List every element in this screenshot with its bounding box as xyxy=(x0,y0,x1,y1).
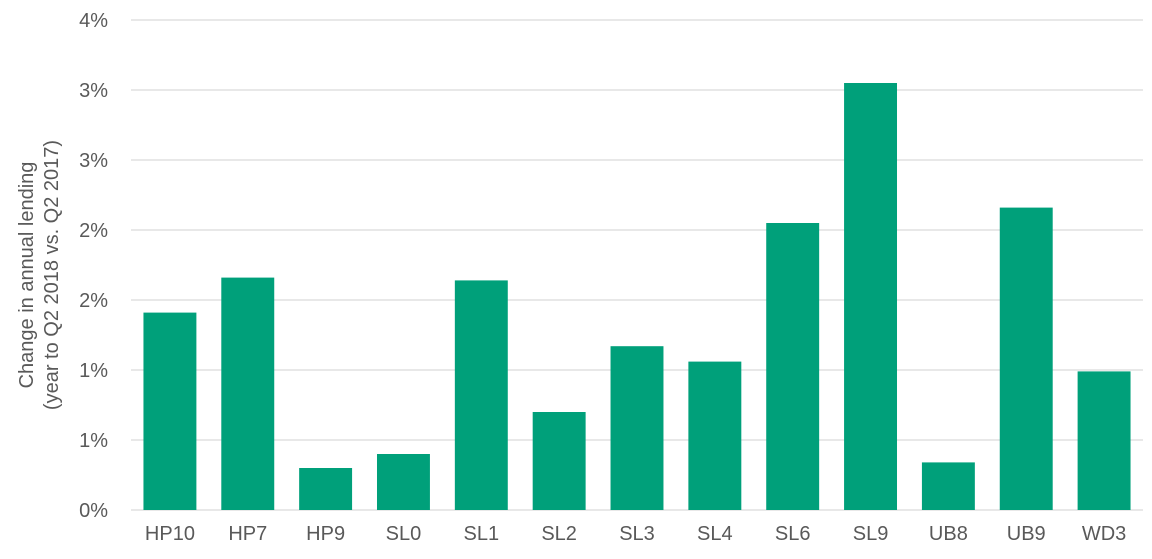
y-tick-label: 3% xyxy=(79,150,108,172)
y-tick-label: 1% xyxy=(79,430,108,452)
x-tick-label: SL4 xyxy=(697,523,733,545)
y-tick-label: 1% xyxy=(79,360,108,382)
x-tick-label: SL2 xyxy=(541,523,577,545)
y-axis-label-line-1: Change in annual lending xyxy=(16,162,38,389)
x-axis-tick-labels: HP10 HP7 HP9 SL0 SL1 SL2 SL3 SL4 SL6 SL9 UB8 UB9 WD3 xyxy=(145,523,1126,545)
y-tick-label: 3% xyxy=(79,80,108,102)
bar-hp9 xyxy=(299,468,353,510)
bar-sl4 xyxy=(688,361,742,510)
x-tick-label: HP9 xyxy=(306,523,345,545)
y-tick-label: 4% xyxy=(79,10,108,32)
bar-sl0 xyxy=(376,454,430,510)
bar-hp7 xyxy=(221,277,275,510)
x-tick-label: SL0 xyxy=(386,523,422,545)
x-tick-label: WD3 xyxy=(1082,523,1126,545)
bar-wd3 xyxy=(1077,371,1131,510)
bar-sl2 xyxy=(532,412,586,510)
bar-sl3 xyxy=(610,346,664,510)
x-tick-label: SL1 xyxy=(464,523,500,545)
bar-hp10 xyxy=(143,312,197,510)
x-tick-label: SL9 xyxy=(853,523,889,545)
y-tick-label: 2% xyxy=(79,290,108,312)
y-tick-label: 0% xyxy=(79,500,108,522)
bar-sl6 xyxy=(766,223,820,510)
y-tick-label: 2% xyxy=(79,220,108,242)
x-tick-label: SL3 xyxy=(619,523,655,545)
x-tick-label: HP10 xyxy=(145,523,195,545)
y-axis-tick-labels: 0% 1% 1% 2% 2% 3% 3% 4% xyxy=(79,10,108,522)
bar-ub8 xyxy=(921,462,975,510)
x-tick-label: UB8 xyxy=(929,523,968,545)
bar-ub9 xyxy=(999,207,1053,510)
x-tick-label: SL6 xyxy=(775,523,811,545)
x-tick-label: UB9 xyxy=(1007,523,1046,545)
y-axis-label-line-2: (year to Q2 2018 vs. Q2 2017) xyxy=(41,140,63,410)
bars xyxy=(143,83,1131,510)
bar-sl1 xyxy=(454,280,508,510)
x-tick-label: HP7 xyxy=(228,523,267,545)
bar-sl9 xyxy=(844,83,898,510)
